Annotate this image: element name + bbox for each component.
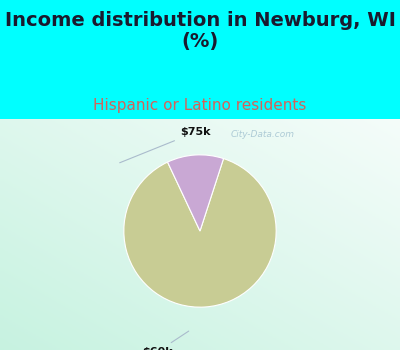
Text: $60k: $60k [142, 331, 189, 350]
Text: City-Data.com: City-Data.com [231, 130, 295, 139]
Text: Income distribution in Newburg, WI
(%): Income distribution in Newburg, WI (%) [4, 10, 396, 51]
Wedge shape [168, 155, 224, 231]
Wedge shape [124, 159, 276, 307]
Text: $75k: $75k [120, 127, 210, 163]
Text: Hispanic or Latino residents: Hispanic or Latino residents [93, 98, 307, 113]
